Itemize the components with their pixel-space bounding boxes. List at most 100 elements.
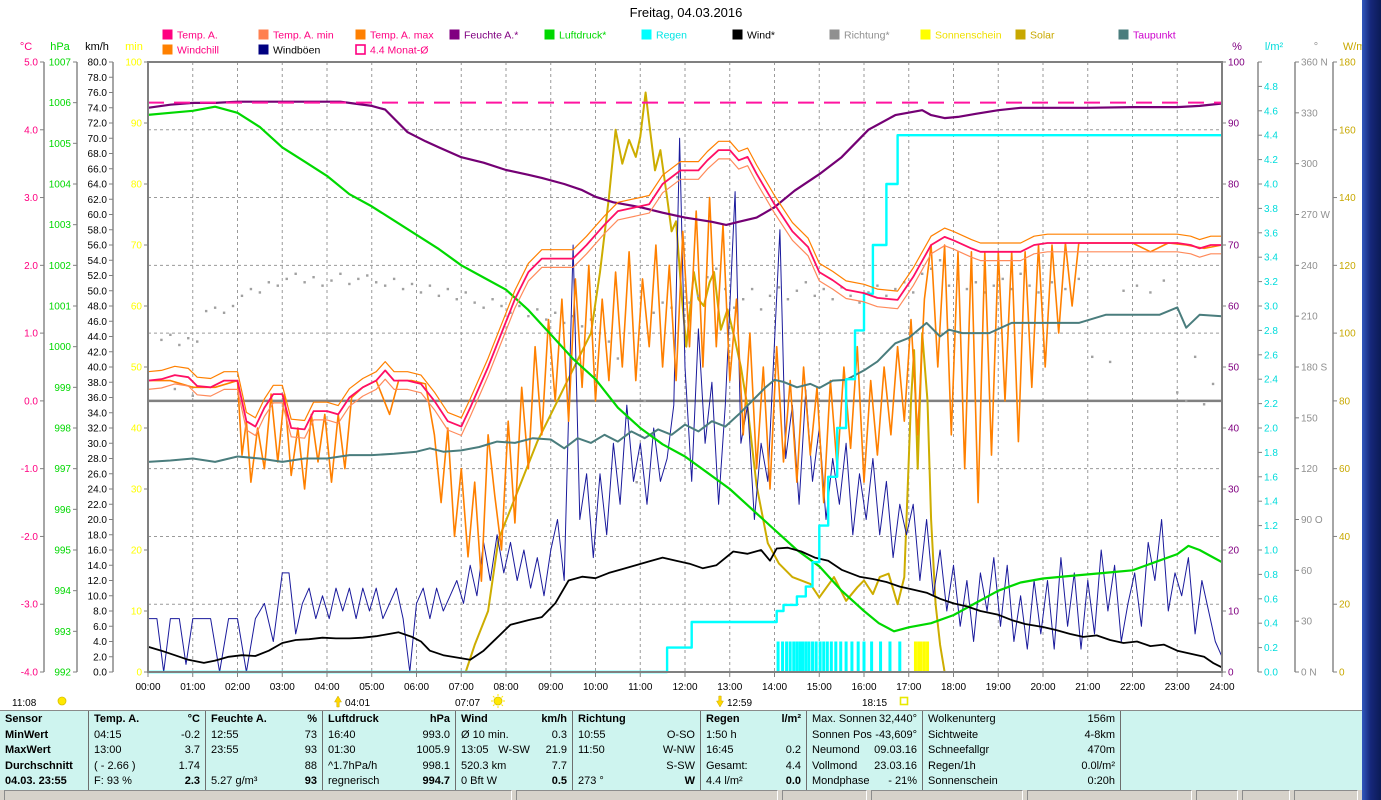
table-row: 16:40 993.0 <box>323 728 455 744</box>
axis-tick-label-lm2: 3.6 <box>1264 228 1278 239</box>
series-point-richtung <box>858 301 861 304</box>
table-cell-label: 10:55 <box>578 728 606 741</box>
x-axis-label: 11:00 <box>628 682 653 693</box>
table-row-label: MaxWert <box>5 744 51 757</box>
table-col-header: Feuchte A. <box>211 713 267 725</box>
table-cell-value: - 21% <box>888 775 917 788</box>
marker-label-arrow-down: 12:59 <box>727 698 752 709</box>
series-luftdruck <box>147 105 1223 633</box>
series-point-richtung <box>285 277 288 281</box>
series-point-richtung <box>357 277 360 281</box>
axis-tick-label-minutes: 80 <box>131 180 143 191</box>
table-row: Ø 10 min. 0.3 <box>456 728 572 744</box>
legend-swatch-sonnenschein <box>920 29 931 40</box>
series-point-richtung <box>1193 355 1197 359</box>
legend-swatch-richtung- <box>829 29 840 40</box>
axis-tick-label-pct: 40 <box>1228 424 1240 435</box>
series-point-richtung <box>831 298 834 301</box>
axis-tick-label-kmh: 74.0 <box>88 103 108 114</box>
axis-tick-label-celsius: 2.0 <box>24 261 38 272</box>
axis-tick-label-pct: 80 <box>1228 180 1240 191</box>
x-axis-label: 07:00 <box>449 682 474 693</box>
table-cell-label: Regen/1h <box>928 759 976 772</box>
series-point-richtung <box>392 277 396 281</box>
axis-tick-label-dir: 360 N <box>1301 58 1328 69</box>
legend-swatch-4-4-monat- <box>355 44 366 55</box>
axis-tick-label-hpa: 1004 <box>49 180 72 191</box>
series-point-richtung <box>383 284 387 287</box>
series-point-richtung <box>527 314 530 318</box>
axis-unit-header: hPa <box>50 41 70 53</box>
table-row: 13:05 W-SW 21.9 <box>456 743 572 759</box>
series-point-richtung <box>173 387 177 391</box>
series-point-richtung <box>992 284 995 287</box>
table-cell-value: -0.2 <box>181 728 200 741</box>
table-col-temp-a-: Temp. A. °C 04:15 -0.2 13:00 3.7 ( - 2.66 ) 1.7… <box>88 711 205 790</box>
axis-tick-label-kmh: 72.0 <box>88 119 108 130</box>
x-axis-label: 16:00 <box>851 682 876 693</box>
table-cell-value: 88 <box>304 759 317 772</box>
table-cell-value: O-SO <box>666 728 695 741</box>
table-cell-value: 0.3 <box>551 728 567 741</box>
axis-tick-label-kmh: 24.0 <box>88 485 108 496</box>
table-cell-value <box>737 728 801 744</box>
series-windchill <box>148 196 1223 582</box>
axis-unit-header: ° <box>1314 41 1318 53</box>
series-point-richtung <box>222 311 226 314</box>
axis-tick-label-kmh: 8.0 <box>93 607 107 618</box>
table-row: Gesamt: 4.4 <box>701 759 806 775</box>
table-cell-value: S-SW <box>666 759 695 772</box>
table-cell-value: 994.7 <box>422 775 450 788</box>
axis-tick-label-dir: 270 W <box>1301 210 1330 221</box>
table-col-richtung: Richtung 10:55 O-SO 11:50 W-NW S-SW 273 ° W <box>572 711 700 790</box>
series-point-richtung <box>1064 287 1067 291</box>
series-point-richtung <box>330 279 333 282</box>
axis-tick-label-lm2: 4.4 <box>1264 131 1278 142</box>
series-point-richtung <box>974 281 978 284</box>
axis-tick-label-hpa: 1006 <box>49 98 72 109</box>
axis-tick-label-wm2: 40 <box>1339 532 1351 543</box>
axis-tick-label-kmh: 60.0 <box>88 210 108 221</box>
sun-ray <box>492 704 495 707</box>
table-header-row: Temp. A. °C <box>89 712 205 728</box>
marker-label-square: 18:15 <box>862 698 887 709</box>
series-point-richtung <box>1135 284 1139 287</box>
series-point-richtung <box>947 284 951 287</box>
axis-tick-label-wm2: 140 <box>1339 193 1356 204</box>
axis-tick-label-celsius: 1.0 <box>24 329 38 340</box>
x-axis-label: 15:00 <box>807 682 832 693</box>
axis-tick-label-minutes: 60 <box>131 302 143 313</box>
series-point-richtung <box>545 318 548 321</box>
legend-label: Wind* <box>747 30 775 42</box>
axis-tick-label-lm2: 0.8 <box>1264 570 1278 581</box>
series-point-richtung <box>536 308 539 311</box>
series-point-richtung <box>276 284 279 287</box>
table-row: 04:15 -0.2 <box>89 728 205 744</box>
table-row: ( - 2.66 ) 1.74 <box>89 759 205 775</box>
axis-tick-label-wm2: 120 <box>1339 261 1356 272</box>
status-segment-7 <box>1242 790 1291 800</box>
table-cell-label: ^1.7hPa/h <box>328 759 378 772</box>
series-point-richtung <box>410 282 414 286</box>
table-row: F: 93 % 2.3 <box>89 774 205 790</box>
axis-tick-label-lm2: 4.6 <box>1264 106 1278 117</box>
table-cell-value: 470m <box>1087 744 1115 757</box>
x-axis-label: 08:00 <box>493 682 518 693</box>
series-point-richtung <box>312 275 315 279</box>
table-cell-label: 11:50 <box>578 744 605 757</box>
series-point-richtung <box>339 272 342 276</box>
axis-tick-label-dir: 330 <box>1301 108 1318 119</box>
status-segment-6 <box>1196 790 1239 800</box>
status-segment-1 <box>4 790 513 800</box>
axis-tick-label-kmh: 62.0 <box>88 195 108 206</box>
table-row-label: Durchschnitt <box>5 759 73 772</box>
axis-tick-label-hpa: 1002 <box>49 261 72 272</box>
table-col-unit: km/h <box>541 713 567 725</box>
table-col-header: Regen <box>706 713 740 725</box>
series-point-richtung <box>625 416 629 420</box>
axis-tick-label-minutes: 0 <box>136 668 142 679</box>
table-header-row: Richtung <box>573 712 700 728</box>
table-cell-label: 16:40 <box>328 728 356 741</box>
axis-tick-label-dir: 180 S <box>1301 363 1327 374</box>
axis-tick-label-kmh: 0.0 <box>93 668 107 679</box>
